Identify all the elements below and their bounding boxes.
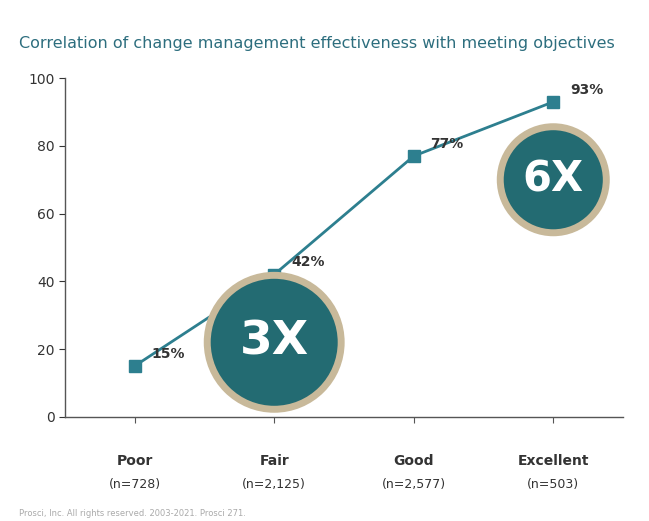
- Text: Correlation of change management effectiveness with meeting objectives: Correlation of change management effecti…: [19, 36, 615, 51]
- Text: 77%: 77%: [430, 137, 464, 151]
- Text: 6X: 6X: [522, 159, 584, 201]
- Text: 93%: 93%: [570, 83, 604, 97]
- Text: 15%: 15%: [151, 347, 185, 361]
- Text: (n=2,577): (n=2,577): [382, 478, 446, 491]
- Text: Good: Good: [393, 454, 434, 468]
- Text: 3X: 3X: [239, 320, 309, 365]
- Text: (n=728): (n=728): [108, 478, 161, 491]
- Text: Poor: Poor: [116, 454, 153, 468]
- Text: Prosci, Inc. All rights reserved. 2003-2021. Prosci 271.: Prosci, Inc. All rights reserved. 2003-2…: [19, 510, 247, 518]
- Text: 42%: 42%: [291, 255, 324, 269]
- Text: Excellent: Excellent: [517, 454, 589, 468]
- Text: (n=2,125): (n=2,125): [242, 478, 306, 491]
- Text: (n=503): (n=503): [527, 478, 580, 491]
- Text: Fair: Fair: [260, 454, 289, 468]
